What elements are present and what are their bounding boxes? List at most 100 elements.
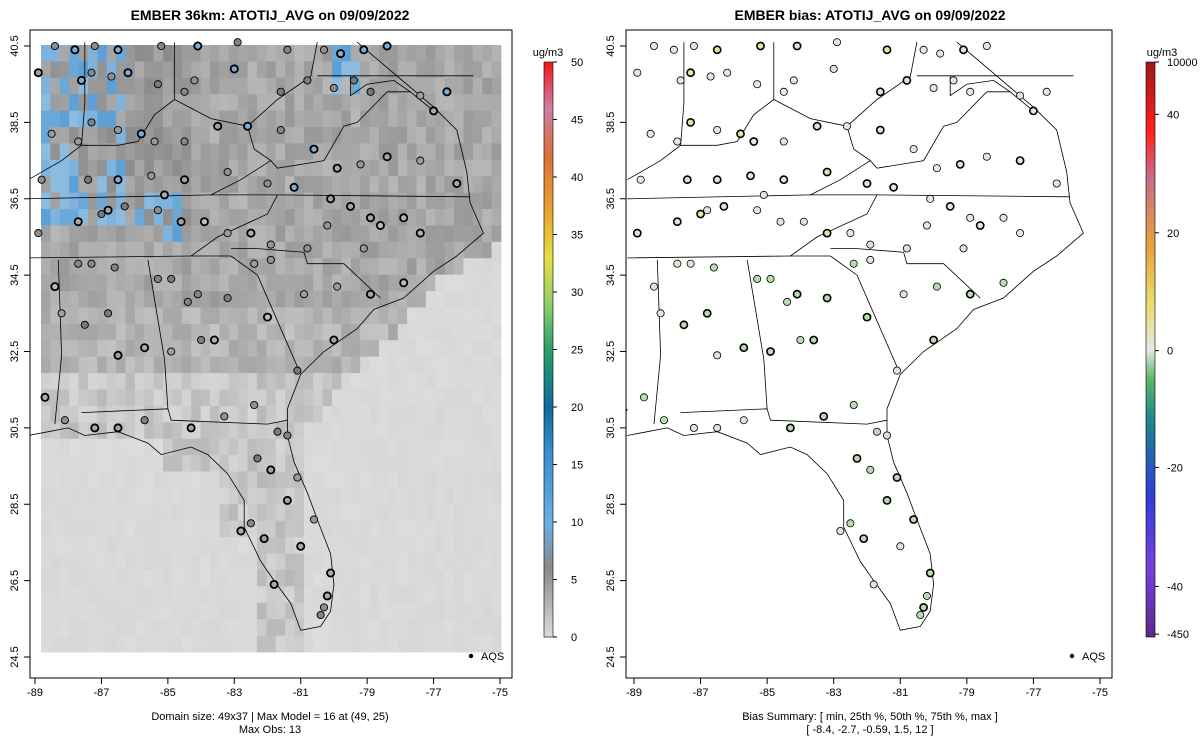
grid-cell xyxy=(463,356,474,374)
grid-cell xyxy=(491,241,502,259)
grid-cell xyxy=(144,373,155,390)
state-boundary xyxy=(746,259,768,409)
grid-cell xyxy=(181,619,192,636)
grid-cell xyxy=(425,61,436,79)
grid-cell xyxy=(238,422,248,440)
grid-cell xyxy=(172,520,183,538)
grid-cell xyxy=(125,504,136,522)
grid-cell xyxy=(116,635,126,653)
grid-cell xyxy=(275,209,286,226)
grid-cell xyxy=(482,438,493,456)
left-x-tick-label: -83 xyxy=(226,687,242,699)
aqs-site xyxy=(822,293,832,303)
grid-cell xyxy=(275,61,286,79)
grid-cell xyxy=(350,127,361,144)
grid-cell xyxy=(209,635,220,653)
grid-cell xyxy=(350,635,361,653)
grid-cell xyxy=(106,569,117,587)
grid-cell xyxy=(463,159,474,177)
grid-cell xyxy=(397,258,408,276)
aqs-site xyxy=(183,297,192,306)
grid-cell xyxy=(397,504,408,522)
grid-cell xyxy=(116,159,126,177)
grid-cell xyxy=(341,356,352,374)
grid-cell xyxy=(388,455,399,472)
left-x-tick-label: -77 xyxy=(426,687,442,699)
grid-cell xyxy=(407,471,417,489)
grid-cell xyxy=(266,455,277,472)
grid-cell xyxy=(491,619,502,636)
grid-cell xyxy=(228,159,239,177)
grid-cell xyxy=(397,635,408,653)
aqs-site xyxy=(809,335,819,345)
grid-cell xyxy=(134,307,145,325)
grid-cell xyxy=(369,537,380,554)
grid-cell xyxy=(322,389,333,407)
grid-cell xyxy=(125,323,136,341)
grid-cell xyxy=(163,77,173,95)
grid-cell xyxy=(360,422,370,440)
grid-cell xyxy=(153,520,164,538)
grid-cell xyxy=(388,258,399,276)
aqs-site xyxy=(87,68,96,77)
grid-cell xyxy=(200,61,211,79)
grid-cell xyxy=(435,405,446,423)
grid-cell xyxy=(313,569,324,587)
grid-cell xyxy=(482,471,493,489)
grid-cell xyxy=(125,94,136,112)
aqs-site xyxy=(833,38,842,47)
grid-cell xyxy=(125,619,136,636)
aqs-site xyxy=(50,282,60,292)
grid-cell xyxy=(78,602,89,620)
grid-cell xyxy=(294,323,305,341)
grid-cell xyxy=(407,61,417,79)
grid-cell xyxy=(388,61,399,79)
grid-cell xyxy=(209,455,220,472)
grid-cell xyxy=(378,45,389,62)
grid-cell xyxy=(219,553,230,571)
grid-cell xyxy=(454,586,464,604)
grid-cell xyxy=(378,373,389,390)
grid-cell xyxy=(228,241,239,259)
grid-cell xyxy=(313,586,324,604)
right-x-tick-label: -89 xyxy=(626,687,642,699)
aqs-site xyxy=(356,160,365,169)
grid-cell xyxy=(191,143,201,161)
grid-cell xyxy=(313,94,324,112)
grid-cell xyxy=(134,323,145,341)
grid-cell xyxy=(332,110,342,128)
grid-cell xyxy=(181,422,192,440)
grid-cell xyxy=(256,110,267,128)
grid-cell xyxy=(454,127,464,144)
grid-cell xyxy=(322,356,333,374)
grid-cell xyxy=(219,241,230,259)
left-colorbar-tick-label: 20 xyxy=(571,402,583,414)
grid-cell xyxy=(275,520,286,538)
grid-cell xyxy=(416,471,427,489)
grid-cell xyxy=(360,143,370,161)
aqs-site xyxy=(273,427,282,436)
grid-cell xyxy=(191,422,201,440)
state-boundary xyxy=(247,42,318,127)
grid-cell xyxy=(125,127,136,144)
grid-cell xyxy=(491,356,502,374)
grid-cell xyxy=(397,487,408,505)
grid-cell xyxy=(181,209,192,226)
grid-cell xyxy=(41,176,51,194)
grid-cell xyxy=(341,61,352,79)
grid-cell xyxy=(425,291,436,308)
grid-cell xyxy=(397,520,408,538)
grid-cell xyxy=(416,487,427,505)
grid-cell xyxy=(491,422,502,440)
grid-cell xyxy=(397,586,408,604)
grid-cell xyxy=(247,209,258,226)
grid-cell xyxy=(228,258,239,276)
grid-cell xyxy=(378,389,389,407)
grid-cell xyxy=(360,159,370,177)
grid-cell xyxy=(125,389,136,407)
grid-cell xyxy=(482,569,493,587)
grid-cell xyxy=(256,77,267,95)
grid-cell xyxy=(407,504,417,522)
grid-cell xyxy=(181,176,192,194)
grid-cell xyxy=(200,192,211,210)
